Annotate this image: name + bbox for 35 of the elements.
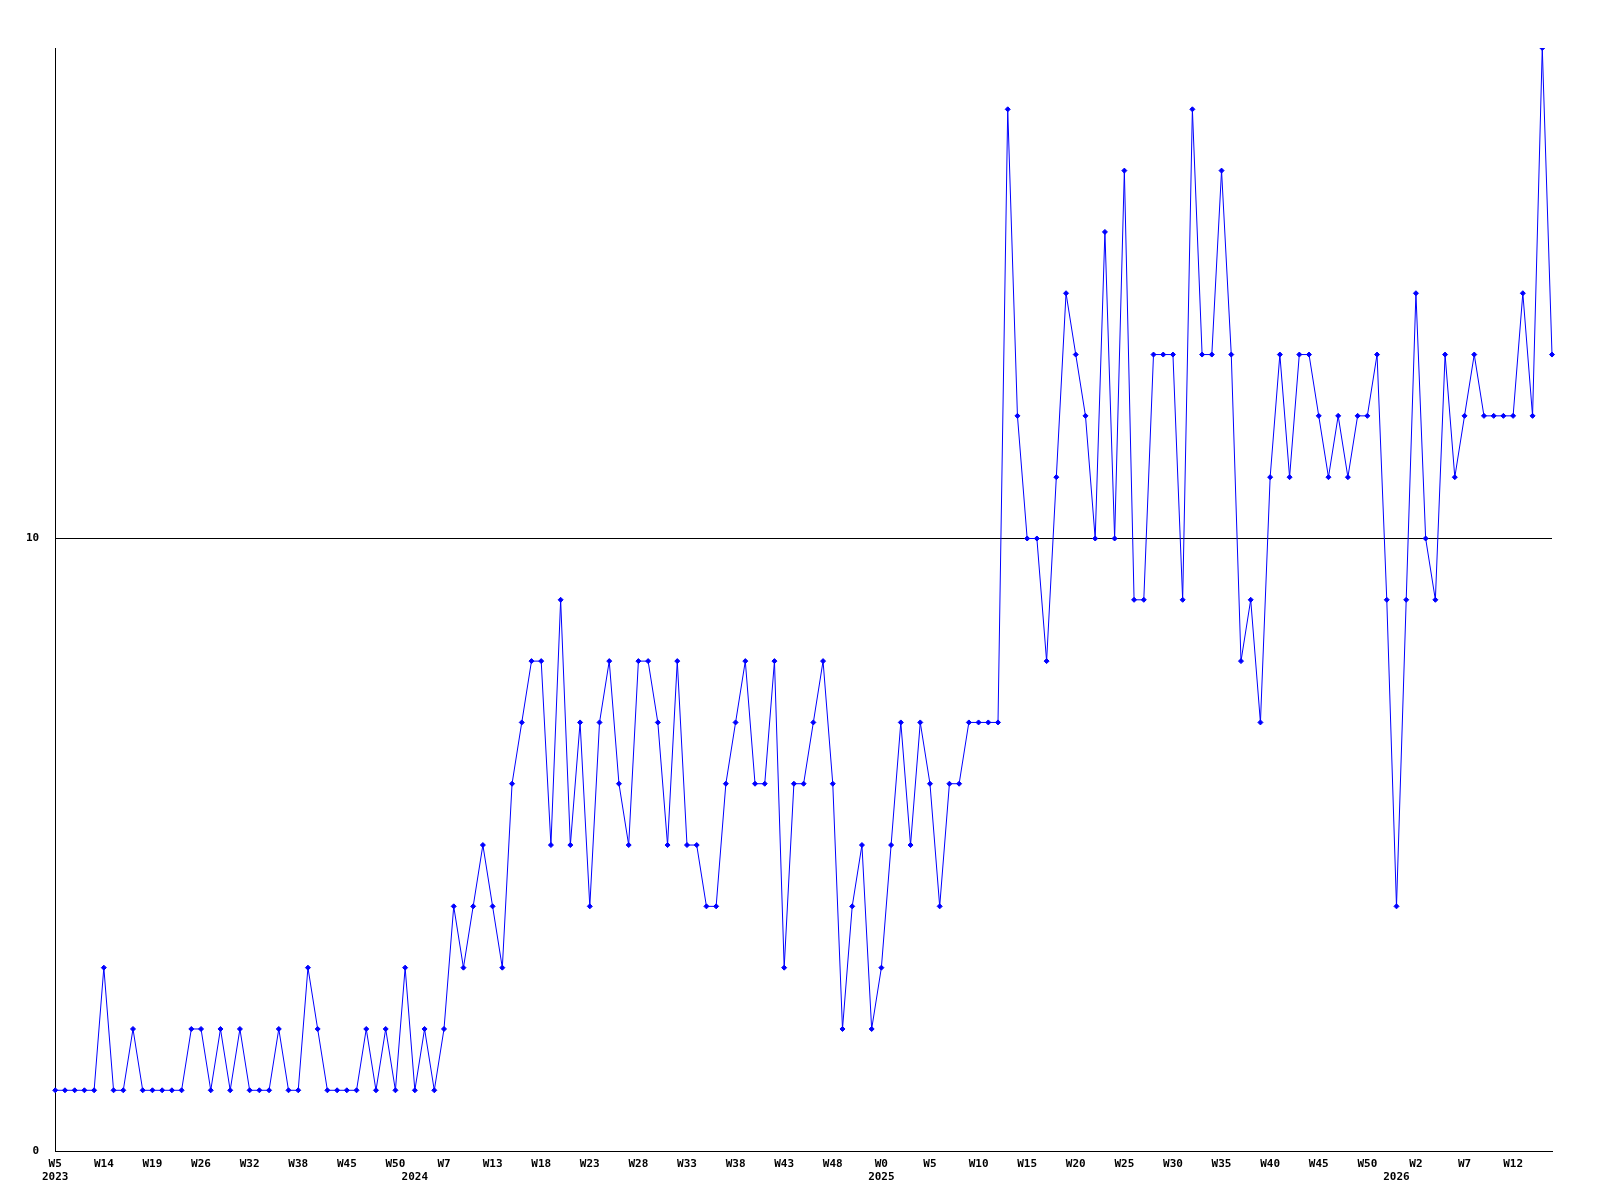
x-tick-label: W18: [531, 1157, 552, 1171]
x-tick-label: W23: [579, 1157, 600, 1171]
x-tick-label: W38: [288, 1157, 309, 1171]
x-tick-label: W43: [774, 1157, 795, 1171]
x-tick-label: W7: [1457, 1157, 1472, 1171]
x-tick-label: W12: [1503, 1157, 1524, 1171]
x-tick-label: W14: [93, 1157, 115, 1171]
x-tick-label: W2: [1409, 1157, 1423, 1171]
x-tick-label: W35: [1211, 1157, 1232, 1171]
x-tick-label: W48: [822, 1157, 843, 1171]
x-tick-label: 2026: [1383, 1170, 1411, 1184]
x-tick-label: W13: [482, 1157, 503, 1171]
x-tick-label: W32: [239, 1157, 260, 1171]
x-tick-label: W40: [1260, 1157, 1281, 1171]
x-tick-label: W5 2023: [42, 1157, 69, 1184]
x-tick-label: W33: [677, 1157, 697, 1171]
x-tick-label: W20: [1065, 1157, 1086, 1171]
x-tick-label: W45: [336, 1157, 357, 1171]
x-tick-label: W19: [142, 1157, 163, 1171]
x-tick-label: W0 2025: [868, 1157, 895, 1184]
x-tick-label: W50: [385, 1157, 406, 1171]
x-tick-label: W30: [1163, 1157, 1183, 1171]
x-tick-label: W45: [1308, 1157, 1329, 1171]
x-tick-label: W26: [191, 1157, 212, 1171]
y-tick-label: 0: [32, 1144, 40, 1158]
x-tick-label: W5: [923, 1157, 937, 1171]
x-tick-label: 2024: [401, 1170, 429, 1184]
x-tick-label: W7: [437, 1157, 451, 1171]
y-tick-label: 10: [26, 531, 40, 545]
x-tick-label: W28: [628, 1157, 649, 1171]
x-tick-label: W10: [968, 1157, 989, 1171]
x-tick-label: W38: [725, 1157, 746, 1171]
x-tick-label: W50: [1357, 1157, 1378, 1171]
x-tick-label: W15: [1017, 1157, 1038, 1171]
x-tick-label: W25: [1114, 1157, 1135, 1171]
